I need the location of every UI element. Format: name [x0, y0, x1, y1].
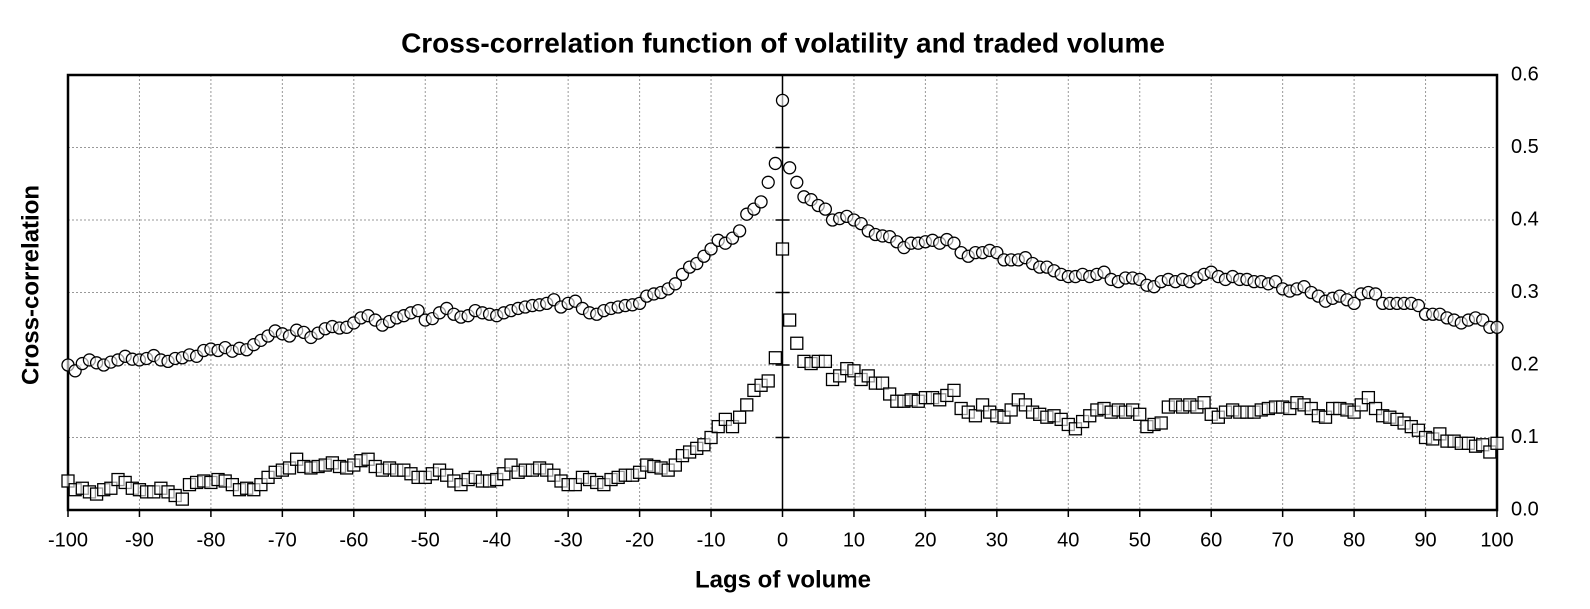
x-axis-label: Lags of volume: [695, 566, 871, 593]
circle-marker: [1490, 320, 1504, 334]
y-tick-label: 0.5: [1511, 136, 1539, 158]
square-marker: [704, 430, 718, 445]
x-tick-label: 60: [1200, 529, 1222, 551]
square-marker: [1490, 436, 1504, 450]
x-tick-label: 90: [1414, 529, 1436, 551]
x-tick-label: -80: [196, 529, 225, 551]
x-tick-label: -40: [482, 529, 511, 551]
circle-marker: [1411, 298, 1426, 313]
x-tick-label: -20: [625, 529, 654, 551]
circle-marker: [947, 236, 961, 250]
y-tick-label: 0.3: [1511, 281, 1539, 303]
circle-marker: [732, 224, 747, 238]
square-marker: [1004, 403, 1018, 417]
square-marker: [1361, 390, 1376, 405]
chart-title: Cross-correlation function of volatility…: [401, 27, 1165, 58]
square-marker: [732, 410, 747, 424]
y-tick-label: 0.4: [1511, 208, 1539, 230]
circle-marker: [790, 175, 804, 189]
x-tick-label: -70: [268, 529, 297, 551]
x-tick-label: -90: [125, 529, 154, 551]
circle-marker: [754, 195, 768, 209]
circle-marker: [818, 202, 833, 216]
x-tick-label: -30: [554, 529, 583, 551]
square-marker: [782, 313, 797, 327]
x-tick-label: -100: [48, 529, 88, 551]
circle-marker: [768, 156, 783, 171]
x-tick-label: 20: [914, 529, 936, 551]
x-tick-label: -10: [697, 529, 726, 551]
square-marker: [740, 398, 754, 412]
y-tick-label: 0.0: [1511, 498, 1539, 520]
square-marker: [1133, 407, 1147, 421]
square-marker: [818, 354, 833, 369]
square-marker: [947, 383, 961, 398]
circle-marker: [704, 242, 718, 256]
x-tick-label: 50: [1129, 529, 1151, 551]
circle-marker: [411, 303, 425, 318]
circle-marker: [782, 161, 797, 175]
y-tick-label: 0.6: [1511, 63, 1539, 85]
x-tick-label: 40: [1057, 529, 1079, 551]
x-tick-label: 10: [843, 529, 865, 551]
square-marker: [761, 374, 775, 388]
x-tick-label: 0: [777, 529, 788, 551]
circle-marker: [761, 175, 775, 189]
y-axis-label: Cross-correlation: [17, 185, 44, 385]
plot-frame: [66, 73, 1499, 512]
square-marker: [768, 351, 783, 365]
x-tick-label: 30: [986, 529, 1008, 551]
x-tick-label: 70: [1272, 529, 1294, 551]
square-marker: [1154, 416, 1168, 430]
y-tick-label: 0.2: [1511, 353, 1539, 375]
square-marker: [175, 492, 189, 506]
square-marker: [775, 242, 790, 256]
square-marker: [1197, 396, 1211, 410]
y-tick-label: 0.1: [1511, 426, 1539, 448]
square-marker: [790, 336, 804, 350]
square-marker: [875, 376, 890, 390]
x-tick-label: -60: [339, 529, 368, 551]
x-tick-label: 100: [1480, 529, 1513, 551]
circle-marker: [1368, 287, 1383, 301]
x-tick-label: 80: [1343, 529, 1365, 551]
square-marker: [968, 409, 983, 423]
circle-marker: [775, 93, 790, 108]
x-tick-label: -50: [411, 529, 440, 551]
circle-marker: [1347, 296, 1361, 311]
circle-marker: [668, 277, 682, 291]
